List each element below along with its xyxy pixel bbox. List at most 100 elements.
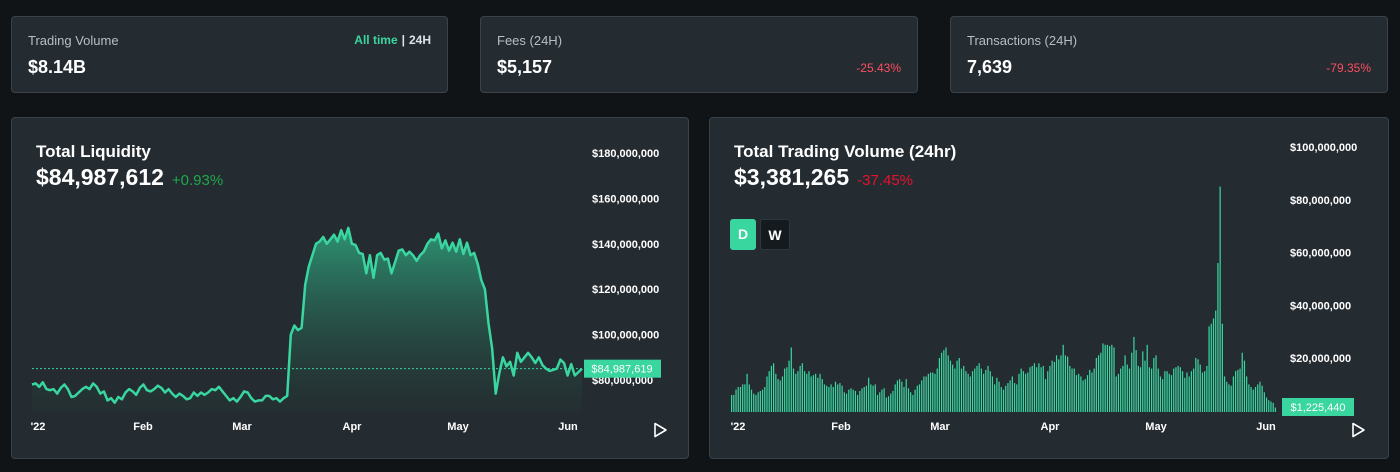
- volume-bar: [983, 373, 985, 412]
- liquidity-x-tick: May: [447, 421, 469, 433]
- volume-bar: [1153, 358, 1155, 412]
- volume-play-icon[interactable]: [1350, 422, 1366, 438]
- volume-bar: [881, 389, 883, 412]
- volume-bar: [1139, 367, 1142, 412]
- volume-bar: [859, 390, 861, 412]
- volume-bar: [817, 377, 819, 412]
- liquidity-play-icon[interactable]: [652, 422, 668, 438]
- volume-bar: [1102, 343, 1104, 412]
- volume-bar: [806, 373, 808, 412]
- volume-bar: [750, 389, 753, 412]
- volume-bar: [1082, 380, 1084, 412]
- weekly-button[interactable]: W: [760, 219, 790, 250]
- transactions-card: Transactions (24H) 7,639 -79.35%: [950, 16, 1388, 93]
- volume-bar-chart[interactable]: $100,000,000 $80,000,000 $60,000,000 $40,00…: [710, 118, 1388, 458]
- volume-bar: [1062, 344, 1064, 412]
- volume-bar: [870, 384, 872, 413]
- volume-bar: [832, 387, 834, 412]
- volume-bar: [1166, 371, 1168, 412]
- volume-bar: [1093, 368, 1095, 412]
- volume-bar: [903, 387, 905, 412]
- volume-bar: [788, 360, 790, 412]
- volume-bar: [759, 390, 761, 412]
- volume-bar: [1184, 377, 1186, 412]
- volume-bar: [1257, 384, 1259, 413]
- volume-bar: [1124, 355, 1126, 412]
- total-trading-volume-card: Total Trading Volume (24hr) $3,381,265 -3…: [709, 117, 1389, 459]
- volume-x-tick: May: [1145, 421, 1167, 433]
- volume-bar: [810, 376, 812, 412]
- volume-bar: [1265, 397, 1268, 412]
- liquidity-area-chart[interactable]: $180,000,000 $160,000,000 $140,000,000 $120…: [12, 118, 688, 458]
- volume-bar: [936, 368, 938, 412]
- volume-bar: [1075, 375, 1078, 412]
- volume-bar: [1133, 336, 1135, 412]
- volume-bar: [1135, 350, 1137, 412]
- volume-bar: [1151, 368, 1153, 412]
- volume-bar: [812, 375, 815, 412]
- volume-bar: [894, 384, 896, 413]
- volume-bar: [938, 358, 941, 412]
- liquidity-y-tick: $140,000,000: [592, 239, 659, 251]
- volume-bar: [1113, 347, 1115, 412]
- volume-bar: [1064, 355, 1067, 412]
- volume-x-tick: Jun: [1256, 421, 1276, 433]
- transactions-label: Transactions (24H): [967, 33, 1078, 48]
- volume-bar: [976, 365, 978, 412]
- volume-bar: [1204, 371, 1206, 412]
- volume-bar: [1058, 359, 1060, 412]
- volume-bar: [823, 384, 826, 413]
- volume-bar: [773, 363, 775, 412]
- volume-bar: [960, 368, 963, 412]
- liquidity-x-tick: Mar: [232, 421, 252, 433]
- volume-bar: [941, 352, 943, 412]
- volume-bar: [1190, 371, 1193, 412]
- volume-bar: [815, 373, 817, 412]
- volume-bar: [1022, 371, 1025, 412]
- volume-bar: [1263, 392, 1265, 412]
- volume-bar: [1232, 376, 1235, 412]
- toggle-all-time[interactable]: All time: [354, 33, 398, 47]
- fees-card: Fees (24H) $5,157 -25.43%: [480, 16, 918, 93]
- volume-x-tick: Feb: [831, 421, 851, 433]
- daily-button[interactable]: D: [730, 219, 756, 250]
- volume-bar: [841, 385, 843, 412]
- volume-bar: [1155, 355, 1157, 412]
- volume-bar: [863, 387, 865, 412]
- trading-volume-range-toggle: All time | 24H: [354, 33, 431, 47]
- volume-bar: [1084, 379, 1086, 412]
- volume-bar: [1126, 364, 1128, 412]
- volume-bar: [830, 384, 832, 413]
- volume-bar: [1208, 326, 1210, 412]
- volume-y-tick: $80,000,000: [1290, 195, 1351, 207]
- volume-y-tick: $60,000,000: [1290, 248, 1351, 260]
- volume-bar: [753, 393, 755, 412]
- volume-bar: [795, 373, 797, 412]
- volume-bar: [994, 384, 996, 413]
- volume-bar: [748, 384, 750, 413]
- volume-bar: [1219, 186, 1221, 412]
- volume-bar: [1067, 356, 1069, 412]
- volume-bar: [801, 363, 803, 412]
- volume-bar: [918, 384, 921, 413]
- volume-bar: [954, 368, 956, 412]
- liquidity-y-tick: $180,000,000: [592, 148, 659, 160]
- volume-bar: [1104, 344, 1106, 412]
- volume-bar: [848, 389, 850, 412]
- total-liquidity-card: Total Liquidity $84,987,612 +0.93% $180,0…: [11, 117, 689, 459]
- volume-bar: [1148, 367, 1151, 412]
- volume-bar: [1047, 371, 1049, 412]
- fees-change: -25.43%: [856, 61, 901, 75]
- volume-bar: [1223, 376, 1226, 412]
- volume-bar: [1186, 372, 1188, 412]
- liquidity-title: Total Liquidity: [36, 142, 151, 161]
- volume-bar: [1243, 360, 1246, 412]
- volume-bar: [821, 379, 823, 412]
- volume-bar: [1226, 381, 1228, 412]
- volume-bar: [1000, 387, 1002, 412]
- liquidity-x-tick: Feb: [133, 421, 153, 433]
- volume-bar: [1241, 352, 1243, 412]
- liquidity-y-tick: $120,000,000: [592, 284, 659, 296]
- liquidity-value: $84,987,612: [36, 164, 164, 190]
- toggle-24h[interactable]: 24H: [408, 33, 431, 47]
